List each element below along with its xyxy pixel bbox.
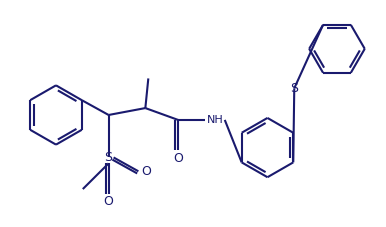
Text: O: O [141, 165, 151, 178]
Text: S: S [290, 82, 298, 95]
Text: O: O [104, 195, 113, 208]
Text: S: S [105, 151, 113, 164]
Text: O: O [173, 152, 183, 165]
Text: NH: NH [207, 115, 223, 125]
